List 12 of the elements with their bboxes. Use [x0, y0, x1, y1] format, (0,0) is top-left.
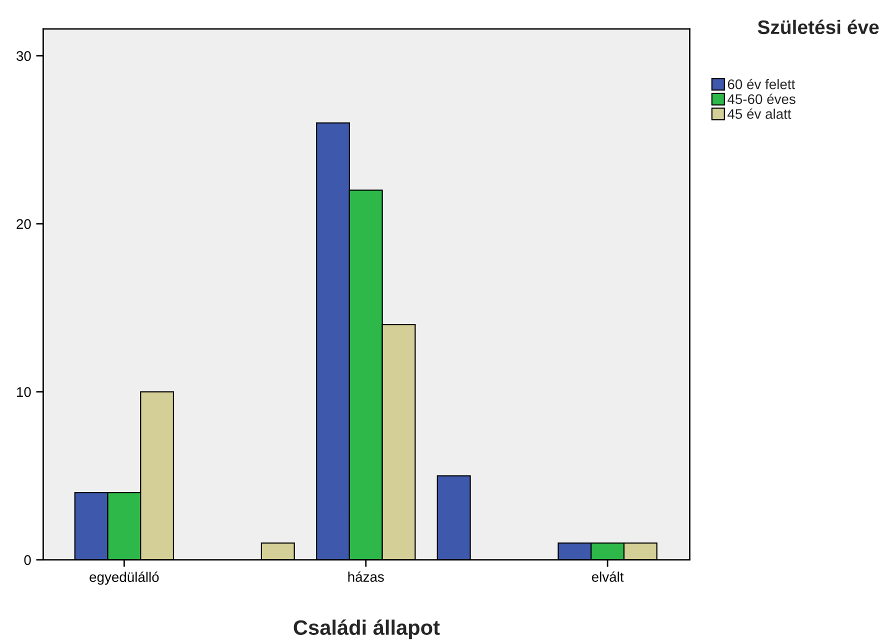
legend-label: 60 év felett: [728, 78, 796, 90]
x-tick-label: egyedülálló: [90, 572, 159, 585]
y-tick-label: 10: [17, 387, 31, 397]
x-tick-label: elvált: [592, 571, 624, 582]
legend-label: 45 év alatt: [728, 108, 792, 119]
x-tick-label: házas: [348, 571, 384, 582]
y-tick-label: 30: [16, 51, 31, 61]
legend-label: 45-60 éves: [728, 94, 796, 104]
y-tick-label: 0: [24, 555, 31, 565]
x-axis-title: Családi állapot: [294, 619, 440, 640]
legend-title: Születési éve: [758, 20, 879, 34]
y-tick-label: 20: [16, 219, 31, 229]
